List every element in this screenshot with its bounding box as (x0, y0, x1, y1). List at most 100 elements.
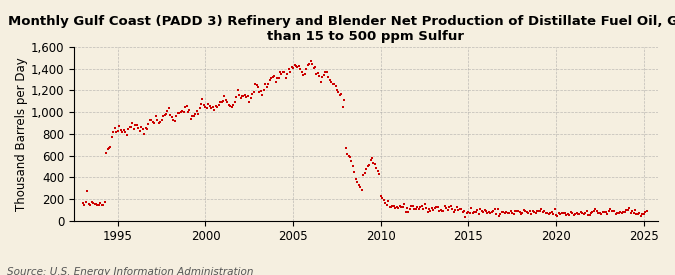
Point (252, 85, 263, 90)
Point (622, 208, 633, 212)
Point (404, 207, 415, 211)
Point (319, 73, 329, 77)
Point (589, 208, 599, 213)
Point (620, 210, 630, 214)
Point (123, 126, 134, 131)
Point (267, 75, 278, 79)
Point (167, 115, 178, 120)
Point (628, 210, 639, 215)
Point (576, 210, 587, 215)
Point (356, 188, 367, 192)
Point (282, 72, 293, 76)
Point (178, 109, 189, 114)
Point (151, 114, 161, 119)
Point (137, 127, 148, 131)
Point (520, 209, 531, 213)
Point (358, 173, 369, 177)
Point (482, 211, 493, 215)
Point (593, 211, 604, 215)
Point (529, 210, 539, 214)
Point (326, 79, 337, 84)
Point (612, 211, 623, 215)
Point (236, 94, 247, 99)
Point (190, 112, 200, 116)
Point (517, 210, 528, 215)
Point (378, 198, 389, 202)
Point (104, 146, 115, 151)
Point (256, 89, 267, 93)
Point (213, 102, 224, 107)
Point (396, 205, 406, 210)
Point (184, 108, 194, 112)
Point (313, 71, 323, 76)
Point (506, 209, 516, 214)
Point (587, 210, 598, 214)
Point (365, 158, 376, 163)
Point (143, 122, 154, 126)
Point (447, 206, 458, 211)
Point (302, 63, 313, 68)
Point (399, 202, 410, 206)
Point (200, 105, 211, 110)
Point (552, 214, 563, 218)
Point (133, 126, 144, 130)
Point (477, 210, 488, 214)
Point (97, 203, 107, 208)
Point (210, 103, 221, 108)
Point (549, 207, 560, 212)
Point (545, 211, 556, 215)
Point (565, 210, 576, 214)
Point (606, 209, 617, 214)
Point (523, 210, 534, 215)
Point (88, 201, 99, 205)
Point (139, 131, 150, 136)
Point (176, 110, 186, 114)
Point (458, 209, 469, 214)
Point (127, 120, 138, 125)
Point (383, 199, 394, 204)
Point (374, 172, 385, 176)
Point (526, 211, 537, 216)
Point (201, 106, 212, 110)
Point (289, 62, 300, 67)
Point (92, 203, 103, 207)
Point (102, 146, 113, 151)
Point (80, 200, 91, 204)
Point (608, 209, 618, 213)
Point (393, 206, 404, 211)
Point (479, 208, 490, 212)
Point (82, 189, 92, 193)
Point (422, 210, 433, 214)
Text: Source: U.S. Energy Information Administration: Source: U.S. Energy Information Administ… (7, 267, 253, 275)
Point (390, 205, 401, 210)
Point (247, 92, 258, 97)
Point (421, 205, 431, 210)
Point (412, 205, 423, 209)
Point (492, 207, 503, 211)
Point (597, 210, 608, 214)
Point (254, 90, 265, 95)
Point (191, 109, 202, 114)
Point (306, 62, 317, 66)
Point (165, 112, 176, 117)
Point (161, 112, 171, 116)
Point (335, 92, 346, 97)
Point (460, 215, 470, 219)
Point (257, 93, 268, 98)
Point (437, 209, 448, 213)
Point (124, 125, 135, 130)
Point (466, 206, 477, 210)
Point (130, 123, 141, 127)
Point (223, 103, 234, 108)
Point (468, 210, 479, 214)
Point (89, 202, 100, 206)
Point (425, 209, 436, 213)
Point (507, 211, 518, 215)
Point (467, 211, 478, 215)
Point (227, 103, 238, 108)
Point (637, 211, 648, 216)
Point (504, 211, 514, 216)
Point (159, 113, 170, 117)
Point (599, 210, 610, 214)
Point (362, 164, 373, 169)
